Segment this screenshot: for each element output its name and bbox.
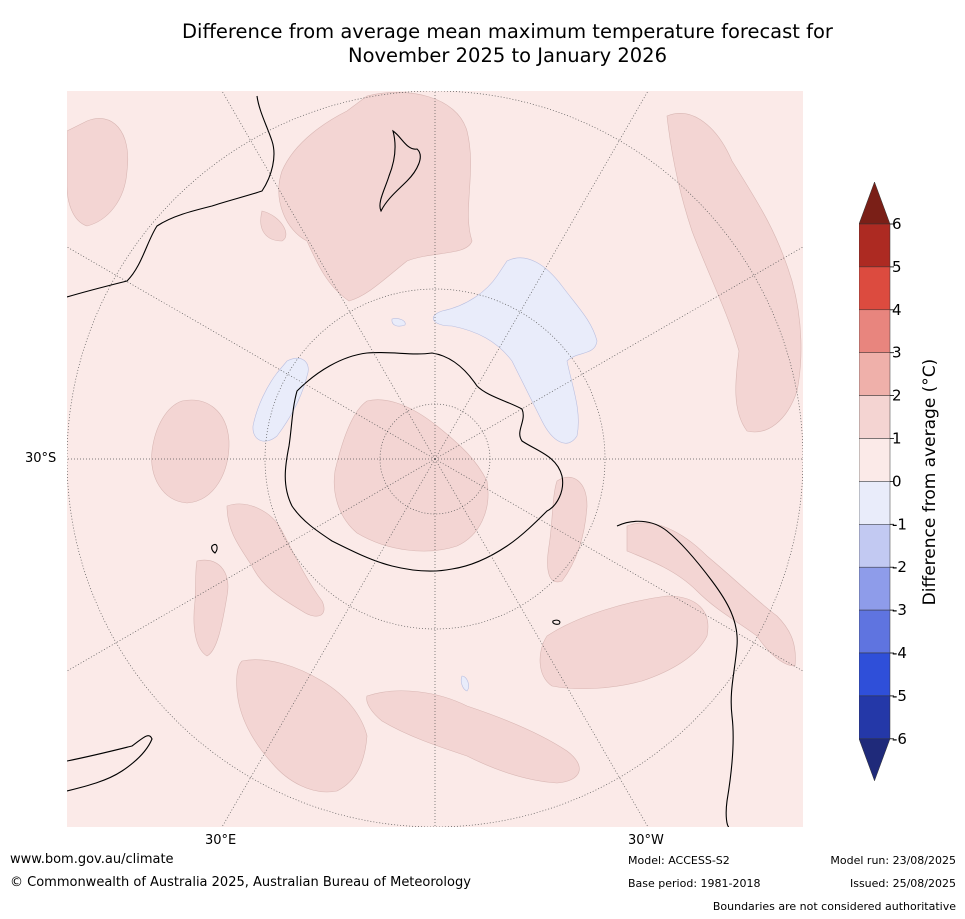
colorbar-tick-label: 6 — [892, 215, 902, 233]
meridian-30e — [221, 458, 436, 827]
footer-disclaimer: Boundaries are not considered authoritat… — [712, 900, 956, 913]
warm-region-south-atlantic — [539, 595, 709, 690]
colorbar-tick-label: -6 — [892, 730, 907, 748]
map-title: Difference from average mean maximum tem… — [60, 20, 955, 68]
colorbar-tick-label: -5 — [892, 687, 907, 705]
colorbar-bin — [859, 652, 891, 697]
colorbar-tick-label: 0 — [892, 472, 902, 490]
warm-region-southern-africa — [236, 659, 368, 793]
colorbar-bin — [859, 609, 891, 654]
australia-coastline — [67, 95, 275, 298]
colorbar-bin — [859, 266, 891, 311]
colorbar-bin — [859, 309, 891, 353]
colorbar-bin — [859, 566, 891, 611]
graticule — [67, 91, 803, 827]
meridian-30w — [434, 458, 649, 827]
meridian-150w — [434, 91, 649, 460]
africa-coastline — [67, 735, 153, 792]
title-line-2: November 2025 to January 2026 — [348, 44, 667, 67]
madagascar-coastline — [211, 543, 218, 554]
colorbar-tick-label: -1 — [892, 515, 907, 533]
lon-label-30e: 30°E — [205, 833, 237, 848]
footer-model: Model: ACCESS-S2 — [628, 854, 730, 867]
footer-website[interactable]: www.bom.gov.au/climate — [10, 852, 174, 867]
lat-circle-60s — [264, 288, 606, 630]
warm-region-east-australia — [260, 210, 287, 242]
footer-model-run: Model run: 23/08/2025 — [830, 854, 956, 867]
colorbar-bin — [859, 524, 891, 568]
warm-region-south-atlantic-wedge — [547, 476, 588, 583]
footer-copyright: © Commonwealth of Australia 2025, Austra… — [10, 875, 471, 890]
cool-region-indian-antarctic — [252, 357, 309, 442]
lat-label-30s: 30°S — [25, 451, 57, 466]
polar-map — [67, 91, 803, 827]
meridian-150e — [221, 91, 436, 460]
warm-region-southwest-indian — [193, 559, 229, 657]
cool-anomaly-regions — [252, 257, 598, 692]
warm-region-south-indian — [151, 399, 230, 504]
warm-region-indian-south — [366, 690, 580, 784]
warm-anomaly-regions — [67, 92, 802, 793]
warm-region-south-america — [626, 522, 796, 667]
colorbar-tick-label: 1 — [892, 430, 902, 448]
cool-region-pacific — [432, 257, 598, 444]
colorbar-title: Difference from average (°C) — [920, 358, 940, 606]
south-georgia-coastline — [552, 619, 561, 625]
cool-region-small-1 — [391, 318, 406, 327]
colorbar-tick-label: 2 — [892, 387, 902, 405]
lon-label-30w: 30°W — [628, 833, 664, 848]
cool-region-small-2 — [460, 675, 469, 692]
colorbar-bin — [859, 395, 891, 439]
antarctica-coastline — [284, 351, 564, 572]
colorbar-bin — [859, 352, 891, 396]
colorbar-bin — [859, 695, 891, 740]
colorbar-tick-label: 3 — [892, 344, 902, 362]
colorbar-bin — [859, 182, 891, 225]
colorbar-tick-label: 5 — [892, 258, 902, 276]
colorbar-bin — [859, 481, 891, 525]
south-america-coastline — [616, 520, 738, 827]
warm-region-antarctica — [333, 399, 489, 552]
colorbar-bin — [859, 223, 891, 268]
warm-region-north-left — [67, 118, 129, 227]
warm-region-sw-pacific — [666, 113, 802, 433]
warm-region-madagascar-east — [226, 503, 325, 617]
footer-base-period: Base period: 1981-2018 — [628, 877, 761, 890]
colorbar: 6 5 4 3 2 1 0 -1 -2 -3 -4 -5 -6 — [859, 182, 907, 782]
colorbar-tick-label: -4 — [892, 644, 907, 662]
warm-region-tasman — [278, 92, 473, 302]
new-zealand-coastline — [379, 129, 421, 213]
colorbar-tick-label: -3 — [892, 601, 907, 619]
title-line-1: Difference from average mean maximum tem… — [182, 20, 833, 43]
colorbar-tick-label: -2 — [892, 558, 907, 576]
coastlines — [67, 95, 738, 827]
colorbar-bin — [859, 438, 891, 482]
colorbar-tick-label: 4 — [892, 301, 902, 319]
footer-issued: Issued: 25/08/2025 — [849, 877, 956, 890]
colorbar-bin — [859, 738, 891, 782]
